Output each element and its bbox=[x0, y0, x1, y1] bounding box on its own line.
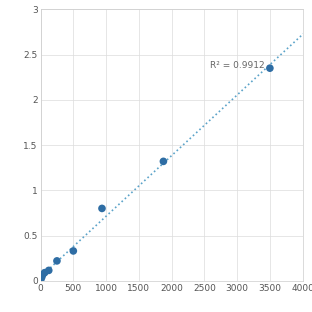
Point bbox=[54, 258, 59, 263]
Point bbox=[267, 66, 272, 71]
Point bbox=[71, 248, 76, 253]
Point bbox=[39, 275, 44, 280]
Point bbox=[42, 270, 47, 275]
Text: R² = 0.9912: R² = 0.9912 bbox=[210, 61, 264, 70]
Point bbox=[40, 272, 45, 277]
Point bbox=[46, 268, 51, 273]
Point bbox=[161, 159, 166, 164]
Point bbox=[38, 278, 43, 283]
Point bbox=[100, 206, 105, 211]
